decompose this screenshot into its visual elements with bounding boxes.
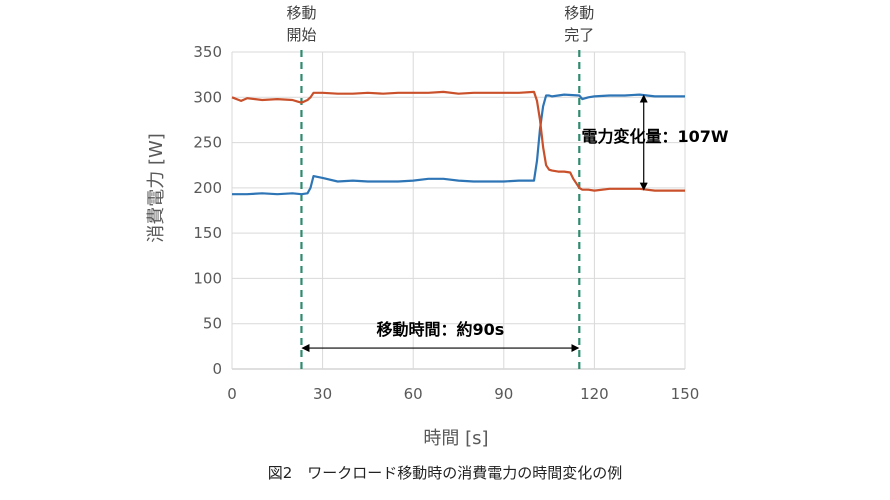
marker-label: 移動 bbox=[286, 4, 316, 22]
x-axis-title: 時間 [s] bbox=[423, 428, 488, 449]
series-lines bbox=[231, 90, 685, 196]
y-tick-label: 200 bbox=[193, 179, 222, 197]
figure-caption: 図2 ワークロード移動時の消費電力の時間変化の例 bbox=[268, 464, 623, 482]
series-line-2 bbox=[231, 90, 685, 192]
annotations: 移動時間：約90s 電力変化量：107W bbox=[301, 94, 729, 353]
marker-label: 開始 bbox=[286, 26, 316, 44]
x-tick-label: 0 bbox=[227, 385, 237, 403]
y-axis-title: 消費電力 [W] bbox=[146, 133, 167, 243]
x-tick-label: 90 bbox=[494, 385, 513, 403]
y-tick-label: 300 bbox=[193, 88, 222, 106]
x-tick-label: 150 bbox=[671, 385, 700, 403]
y-tick-label: 150 bbox=[193, 224, 222, 242]
y-tick-label: 0 bbox=[212, 360, 222, 378]
power-change-label: 電力変化量：107W bbox=[581, 127, 728, 146]
y-axis-ticks: 0 50 100 150 200 250 300 350 bbox=[193, 43, 222, 378]
y-tick-label: 50 bbox=[203, 315, 222, 333]
y-tick-label: 250 bbox=[193, 134, 222, 152]
duration-label: 移動時間：約90s bbox=[376, 320, 504, 339]
series-line-1 bbox=[232, 93, 685, 196]
x-tick-label: 60 bbox=[404, 385, 423, 403]
x-tick-label: 120 bbox=[580, 385, 609, 403]
marker-label: 完了 bbox=[564, 26, 594, 44]
gridlines bbox=[231, 51, 686, 370]
x-tick-label: 30 bbox=[313, 385, 332, 403]
y-tick-label: 100 bbox=[193, 269, 222, 287]
y-tick-label: 350 bbox=[193, 43, 222, 61]
x-axis-ticks: 0 30 60 90 120 150 bbox=[227, 385, 699, 403]
marker-label: 移動 bbox=[564, 4, 594, 22]
